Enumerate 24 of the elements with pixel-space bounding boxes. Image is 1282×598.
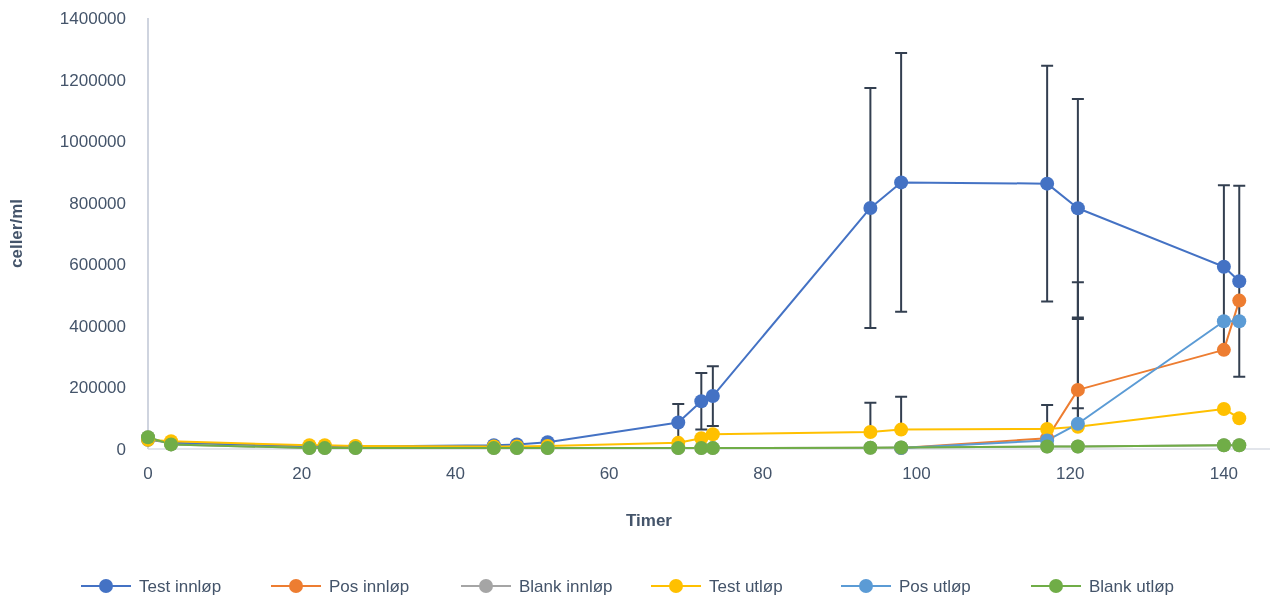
x-tick-label: 0 — [143, 464, 153, 483]
y-tick-label: 600000 — [69, 255, 126, 275]
x-tick-label: 120 — [1056, 464, 1085, 483]
y-tick-label: 1000000 — [59, 132, 126, 152]
y-tick-label: 800000 — [69, 193, 126, 213]
y-tick-label: 0 — [116, 439, 126, 459]
legend-label: Pos innløp — [329, 576, 410, 596]
x-tick-label: 100 — [902, 464, 931, 483]
legend-label: Blank innløp — [519, 576, 613, 596]
legend-label: Pos utløp — [899, 576, 971, 596]
x-tick-label: 20 — [292, 464, 312, 483]
x-tick-label: 60 — [599, 464, 619, 483]
y-tick-label: 400000 — [69, 316, 126, 336]
y-tick-label: 1200000 — [59, 70, 126, 90]
x-axis-title: Timer — [626, 511, 673, 530]
legend-label: Blank utløp — [1089, 576, 1175, 596]
y-tick-label: 1400000 — [59, 8, 126, 28]
x-tick-label: 40 — [445, 464, 465, 483]
y-axis-title: celler/ml — [7, 199, 26, 268]
y-tick-label: 200000 — [69, 378, 126, 398]
x-tick-label: 80 — [753, 464, 773, 483]
legend-label: Test utløp — [709, 576, 783, 596]
legend-label: Test innløp — [139, 576, 222, 596]
x-tick-label: 140 — [1209, 464, 1239, 483]
